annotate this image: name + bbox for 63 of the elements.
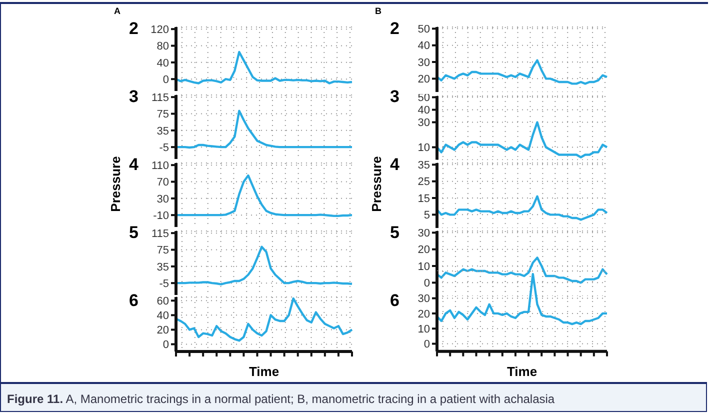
y-tick-label: 10: [418, 261, 430, 274]
y-tick-label: -5: [159, 142, 170, 154]
y-tick-label: 80: [156, 40, 170, 53]
chart-title: B: [375, 6, 382, 16]
y-tick-label: 75: [156, 244, 170, 257]
y-tick-label: 30: [418, 57, 430, 70]
y-tick-label: 120: [150, 24, 170, 36]
y-tick-label: 20: [418, 74, 430, 86]
y-tick-label: 0: [424, 278, 430, 290]
y-tick-label: 115: [151, 228, 170, 240]
y-tick-label: 40: [418, 40, 430, 53]
line-series: [436, 196, 608, 222]
x-axis-title: Time: [506, 364, 538, 380]
y-tick-label: 10: [418, 324, 430, 336]
y-tick-label: 115: [151, 92, 170, 104]
y-tick-label: 50: [418, 24, 430, 36]
chart-subtitle: 3: [390, 87, 400, 107]
y-tick-label: 75: [156, 108, 170, 121]
y-axis-title: Pressure: [369, 155, 384, 214]
line-series: [174, 50, 354, 84]
y-tick-label: 0: [424, 338, 430, 351]
y-tick-label: 0: [162, 338, 169, 351]
y-tick-label: 20: [156, 324, 169, 336]
y-tick-label: 35: [156, 261, 170, 274]
caption: Figure 11.: [7, 392, 64, 406]
x-axis-title: Time: [248, 364, 280, 380]
y-axis-title: Pressure: [108, 155, 123, 214]
chart-subtitle: 2: [129, 19, 138, 39]
line-series: [174, 110, 354, 148]
chart-subtitle: 4: [390, 155, 400, 175]
y-tick-label: 30: [418, 116, 430, 129]
y-tick-label: 20: [418, 308, 430, 320]
y-tick-label: 5: [424, 210, 430, 222]
y-tick-label: 35: [156, 125, 170, 138]
line-series: [436, 60, 608, 86]
chart-subtitle: 5: [390, 223, 400, 243]
chart-title: A: [114, 6, 120, 16]
y-tick-label: 10: [418, 142, 430, 154]
y-tick-label: 30: [418, 228, 430, 240]
y-tick-label: 40: [156, 310, 169, 322]
chart-subtitle: 4: [129, 155, 138, 175]
y-tick-label: 40: [156, 57, 170, 70]
y-tick-label: 35: [418, 160, 430, 172]
y-tick-label: 30: [156, 193, 170, 206]
y-tick-label: -5: [159, 278, 170, 290]
y-tick-label: 40: [418, 104, 430, 116]
y-tick-label: 0: [162, 74, 170, 86]
y-tick-label: 70: [156, 176, 170, 189]
line-series: [174, 246, 354, 286]
chart-subtitle: 5: [129, 223, 138, 243]
y-tick-label: 15: [418, 193, 430, 206]
y-tick-label: -10: [153, 210, 170, 222]
y-tick-label: 20: [418, 244, 430, 257]
text: 6: [390, 291, 400, 311]
chart-subtitle: 2: [390, 19, 400, 39]
y-tick-label: 30: [418, 293, 430, 306]
chart-subtitle: 6: [129, 291, 138, 311]
text: A, Manometric tracings in a normal patient; B, manometric tracing in a patient with achalasia: [64, 392, 555, 406]
y-tick-label: 25: [418, 176, 430, 189]
y-tick-label: 60: [156, 295, 169, 308]
y-tick-label: 110: [151, 160, 170, 172]
chart-subtitle: 3: [129, 87, 138, 107]
line-series: [174, 174, 354, 217]
